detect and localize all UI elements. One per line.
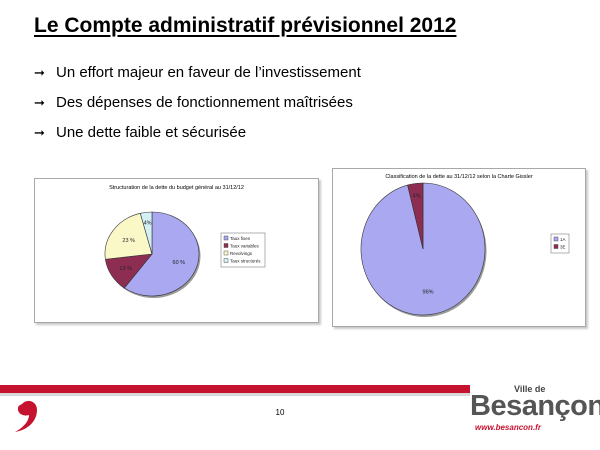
bullet-text: Une dette faible et sécurisée	[56, 124, 247, 141]
legend-swatch	[223, 258, 229, 263]
legend-label: Taux structurés	[230, 259, 261, 264]
bullet-text: Un effort majeur en faveur de l’investis…	[56, 64, 361, 81]
right-arrow-icon: ➞	[34, 95, 45, 110]
footer-grey-band	[0, 393, 470, 396]
logo-url: www.besancon.fr	[475, 423, 541, 432]
chart-title: Structuration de la dette du budget géné…	[109, 185, 244, 191]
gissler-classification-pie: 96% 4% 1A 3E	[360, 182, 570, 317]
logo-ville-de: Ville de	[514, 384, 546, 394]
legend-swatch	[223, 243, 229, 248]
pie-slice-taux-structur-s	[139, 211, 153, 255]
slide-title: Le Compte administratif prévisionnel 201…	[34, 14, 457, 37]
bullet-item: ➞ Des dépenses de fonctionnement maîtrisé…	[34, 92, 361, 122]
legend-box	[220, 232, 266, 268]
legend-swatch	[553, 236, 559, 242]
pie-slice-taux-fixes	[123, 211, 200, 297]
legend-swatch	[553, 244, 559, 249]
legend-label: Revolvings	[230, 251, 253, 256]
bullet-list: ➞ Un effort majeur en faveur de l’investi…	[34, 62, 361, 152]
legend-label: Taux variables	[230, 244, 260, 249]
right-arrow-icon: ➞	[34, 125, 45, 140]
chart-title: Classification de la dette au 31/12/12 s…	[385, 174, 533, 180]
bullet-item: ➞ Une dette faible et sécurisée	[34, 122, 361, 152]
right-arrow-icon: ➞	[34, 65, 45, 80]
legend-swatch	[223, 235, 229, 241]
logo-besancon: Besançon	[470, 390, 600, 422]
legend-label: Taux fixes	[230, 236, 251, 241]
gissler-classification-chart: Classification de la dette au 31/12/12 s…	[332, 168, 586, 327]
pie-data-label: 23 %	[122, 238, 135, 244]
legend-label: 1A	[560, 237, 566, 242]
footer-red-band	[0, 385, 470, 393]
debt-structure-chart: Structuration de la dette du budget géné…	[34, 178, 319, 323]
pie-data-label: 4%	[413, 193, 421, 199]
page-number: 10	[275, 408, 285, 417]
pie-data-label: 96%	[423, 290, 434, 296]
debt-structure-pie: 60 % 13 % 23 % 4% Taux fixes Taux variables Re…	[104, 211, 266, 298]
comma-mark-icon	[15, 400, 37, 432]
legend-swatch	[223, 250, 229, 256]
pie-data-label: 13 %	[119, 266, 132, 272]
bullet-item: ➞ Un effort majeur en faveur de l’investi…	[34, 62, 361, 92]
pie-slice-3e	[407, 182, 424, 250]
bullet-text: Des dépenses de fonctionnement maîtrisée…	[56, 94, 353, 111]
pie-data-label: 60 %	[173, 260, 186, 266]
pie-data-label: 4%	[144, 221, 152, 227]
pie-slice-revolvings	[104, 212, 153, 260]
legend-label: 3E	[560, 245, 566, 250]
